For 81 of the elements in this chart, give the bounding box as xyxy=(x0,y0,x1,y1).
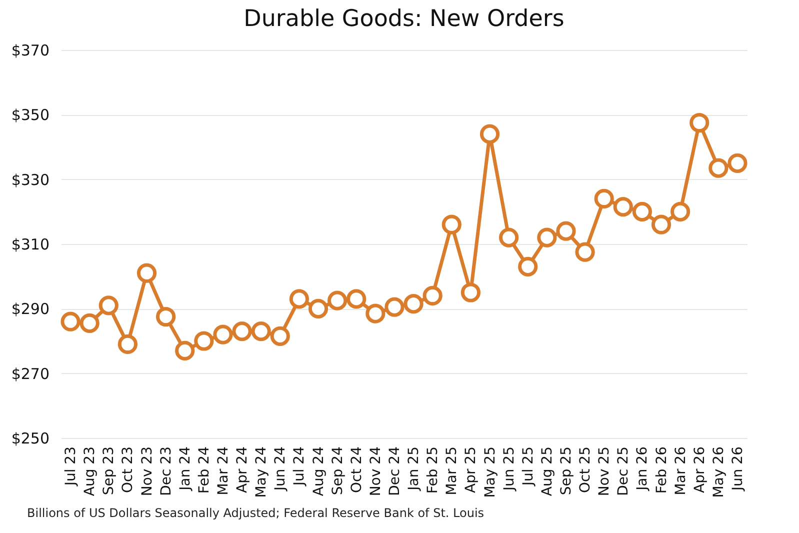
x-tick-label: Jun 25 xyxy=(501,446,518,492)
x-tick-label: Oct 25 xyxy=(578,446,594,493)
chart-title: Durable Goods: New Orders xyxy=(244,6,564,32)
x-tick-label: May 25 xyxy=(482,446,498,498)
point xyxy=(194,331,214,351)
x-tick-label: Apr 24 xyxy=(234,446,251,493)
x-tick-label: Feb 25 xyxy=(425,446,442,494)
x-tick-label: Jun 24 xyxy=(272,446,289,492)
x-tick-label: Aug 23 xyxy=(82,446,98,496)
x-tick-label: May 24 xyxy=(254,446,270,498)
point xyxy=(213,324,233,344)
x-tick-label: Nov 23 xyxy=(139,446,156,496)
point xyxy=(308,298,328,318)
point xyxy=(594,188,614,209)
x-tick-label: Nov 24 xyxy=(368,446,384,496)
point xyxy=(327,290,348,310)
x-tick-label: Aug 24 xyxy=(310,446,327,496)
point xyxy=(232,322,252,342)
point xyxy=(728,153,748,173)
x-tick-label: Sep 23 xyxy=(101,446,118,496)
text: Billions of US Dollars Seasonally Adjusted; Federal Reserve Bank of St. Louis xyxy=(27,506,484,520)
point xyxy=(118,334,138,354)
point xyxy=(422,286,442,306)
x-tick-label: Apr 25 xyxy=(463,446,480,493)
point xyxy=(632,202,652,222)
x-tick-label: Mar 25 xyxy=(444,446,460,496)
point xyxy=(613,197,633,217)
point xyxy=(98,296,118,316)
x-tick-label: Sep 24 xyxy=(330,446,346,496)
point xyxy=(518,256,538,276)
point xyxy=(136,263,157,283)
point xyxy=(270,326,290,346)
x-tick-label: Apr 26 xyxy=(692,446,708,493)
point xyxy=(460,282,481,302)
x-tick-label: Sep 25 xyxy=(558,446,574,496)
point xyxy=(480,124,500,144)
y-tick-label: $370 xyxy=(11,42,50,60)
x-tick-label: Oct 24 xyxy=(348,446,365,493)
point xyxy=(498,228,519,248)
x-tick-label: Jan 25 xyxy=(406,446,422,492)
x-tick-label: Dec 25 xyxy=(616,446,632,496)
point xyxy=(670,202,690,222)
point xyxy=(537,228,557,248)
x-tick-label: Jun 26 xyxy=(730,446,746,492)
point xyxy=(156,306,176,327)
point xyxy=(404,294,424,314)
x-tick-label: Nov 25 xyxy=(596,446,613,496)
x-tick-label: Oct 23 xyxy=(120,446,136,493)
point xyxy=(575,242,595,262)
point xyxy=(175,340,195,360)
x-tick-label: Mar 24 xyxy=(215,446,232,496)
x-tick-label: Aug 25 xyxy=(539,446,556,496)
x-tick-label: Feb 26 xyxy=(654,446,670,494)
y-tick-label: $310 xyxy=(11,236,50,254)
x-tick-label: Jul 25 xyxy=(520,446,536,487)
x-tick-label: Dec 24 xyxy=(386,446,403,496)
point xyxy=(651,214,672,234)
point xyxy=(708,158,728,178)
point xyxy=(690,112,710,133)
y-tick-label: $350 xyxy=(11,106,50,124)
x-tick-label: May 26 xyxy=(710,446,727,498)
y-tick-label: $250 xyxy=(11,430,50,448)
point xyxy=(384,297,404,317)
point xyxy=(251,322,271,342)
y-tick-label: $290 xyxy=(11,300,50,318)
y-tick-label: $270 xyxy=(11,364,50,383)
x-tick-label: Jan 24 xyxy=(177,446,194,492)
x-tick-label: Feb 24 xyxy=(196,446,212,494)
point xyxy=(346,289,366,309)
point xyxy=(442,214,462,234)
point xyxy=(289,289,310,309)
x-tick-label: Mar 26 xyxy=(672,446,689,496)
y-tick-label: $330 xyxy=(11,170,50,189)
x-tick-label: Jan 26 xyxy=(634,446,651,492)
x-tick-label: Jul 23 xyxy=(63,446,80,487)
point xyxy=(366,304,386,324)
x-tick-label: Dec 23 xyxy=(158,446,174,496)
point xyxy=(556,221,576,241)
point xyxy=(80,313,100,334)
point xyxy=(60,312,80,332)
x-tick-label: Jul 24 xyxy=(292,446,308,487)
